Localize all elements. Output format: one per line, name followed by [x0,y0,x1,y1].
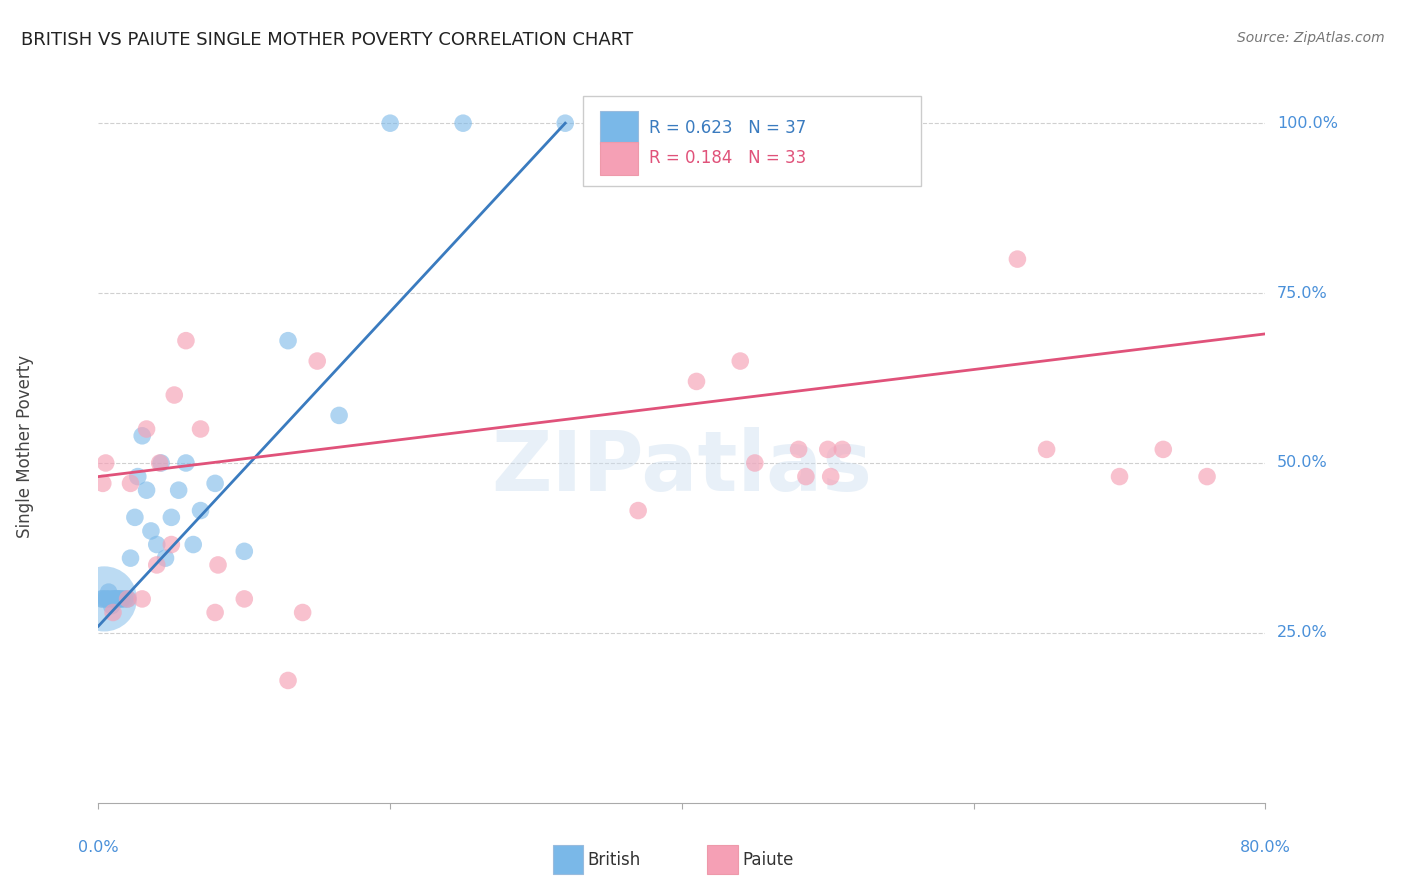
Point [685,375,707,389]
Point [190,503,212,517]
Point [135,483,157,498]
Point [190,422,212,436]
Point [103,591,125,606]
Point [90,591,112,606]
Point [108,591,131,606]
Point [98,591,121,606]
Point [831,442,853,457]
Point [96,591,118,606]
Point [110,591,132,606]
Point [101,606,124,620]
Point [131,429,153,443]
Point [554,116,576,130]
Point [787,442,810,457]
Point [744,456,766,470]
Point [146,537,169,551]
Point [277,334,299,348]
Point [117,591,139,606]
Point [174,456,197,470]
Text: 50.0%: 50.0% [1277,456,1327,470]
Point [91,591,114,606]
Point [117,591,139,606]
Point [150,456,173,470]
Point [174,334,197,348]
Point [728,354,751,368]
Text: 100.0%: 100.0% [1277,116,1339,131]
Point [94,591,117,606]
Point [91,476,114,491]
Point [378,116,402,130]
Point [127,469,149,483]
Point [291,606,314,620]
Point [307,354,329,368]
Text: 25.0%: 25.0% [1277,625,1327,640]
Point [627,503,650,517]
Point [163,388,186,402]
Point [1007,252,1029,266]
Text: 75.0%: 75.0% [1277,285,1327,301]
Point [181,537,204,551]
Point [155,551,177,566]
Point [1152,442,1174,457]
FancyBboxPatch shape [600,142,637,175]
Point [328,409,350,423]
Point [100,599,122,613]
Point [167,483,190,498]
Text: ZIPatlas: ZIPatlas [492,427,872,508]
Point [111,591,134,606]
Point [1108,469,1130,483]
Point [207,558,229,572]
Text: R = 0.623   N = 37: R = 0.623 N = 37 [650,119,807,136]
Point [277,673,299,688]
Point [160,537,183,551]
Point [149,456,172,470]
Point [794,469,817,483]
Point [97,585,120,599]
Point [160,510,183,524]
Point [94,456,117,470]
Point [233,591,256,606]
Point [817,442,839,457]
FancyBboxPatch shape [600,112,637,145]
Point [204,476,226,491]
Point [131,591,153,606]
Point [139,524,162,538]
Point [451,116,474,130]
Point [120,476,142,491]
Point [820,469,842,483]
Point [1035,442,1057,457]
Point [101,591,124,606]
Point [204,606,226,620]
Point [233,544,256,558]
Point [124,510,146,524]
Text: 80.0%: 80.0% [1240,840,1291,855]
Point [120,551,142,566]
Point [146,558,169,572]
Text: Paiute: Paiute [742,851,794,869]
Point [104,591,127,606]
Text: Source: ZipAtlas.com: Source: ZipAtlas.com [1237,31,1385,45]
Point [105,591,128,606]
Text: R = 0.184   N = 33: R = 0.184 N = 33 [650,150,807,168]
Point [114,591,136,606]
Text: British: British [588,851,641,869]
Point [1195,469,1218,483]
Text: 0.0%: 0.0% [79,840,118,855]
Text: BRITISH VS PAIUTE SINGLE MOTHER POVERTY CORRELATION CHART: BRITISH VS PAIUTE SINGLE MOTHER POVERTY … [21,31,633,49]
FancyBboxPatch shape [582,96,921,186]
Text: Single Mother Poverty: Single Mother Poverty [17,354,34,538]
Point [135,422,157,436]
Point [93,591,115,606]
